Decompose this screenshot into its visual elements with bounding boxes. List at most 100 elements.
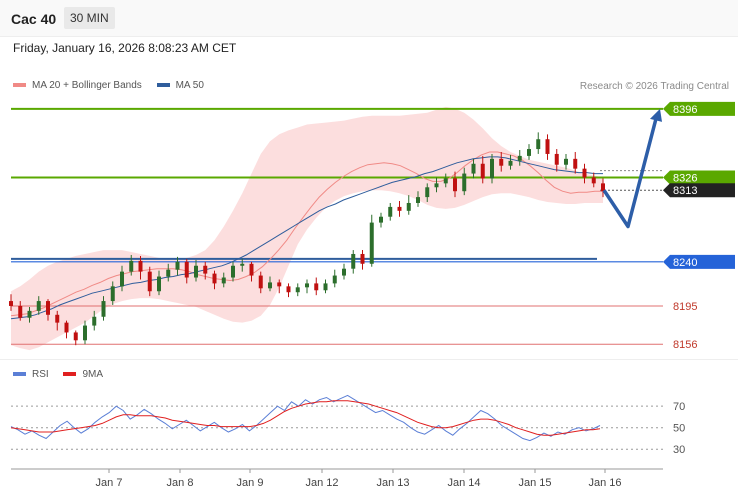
- candle-body: [323, 283, 328, 291]
- candle-body: [249, 263, 254, 276]
- level-tag-8396: [663, 101, 735, 116]
- candle-body: [545, 139, 550, 154]
- credit-text: Research © 2026 Trading Central: [579, 81, 729, 92]
- forecast-arrowhead: [650, 108, 662, 122]
- level-label-8326: 8326: [673, 172, 697, 184]
- candle-body: [443, 178, 448, 184]
- x-tick-label: Jan 15: [518, 477, 551, 489]
- legend-label-9ma: 9MA: [82, 369, 104, 380]
- timeframe-badge[interactable]: 30 MIN: [64, 7, 115, 29]
- legend-swatch-rsi: [13, 372, 26, 377]
- candle-body: [231, 265, 235, 278]
- x-tick-label: Jan 13: [376, 477, 409, 489]
- candle-body: [268, 282, 272, 289]
- candle-body: [221, 277, 226, 284]
- legend-ma50: MA 50: [156, 80, 204, 91]
- candle-body: [129, 260, 134, 272]
- candle-body: [379, 216, 383, 223]
- legend-swatch-ma20: [13, 83, 26, 88]
- candles-group: [9, 132, 605, 346]
- rsi-tick-50: 50: [673, 423, 685, 435]
- candle-body: [573, 158, 578, 169]
- candle-body: [360, 253, 365, 264]
- ma20-line: [10, 151, 603, 317]
- candle-body: [591, 177, 596, 184]
- candle-body: [462, 173, 467, 192]
- candle-body: [166, 269, 171, 277]
- candle-body: [258, 275, 263, 289]
- candle-body: [582, 168, 587, 178]
- candle-body: [9, 301, 13, 306]
- candle-body: [27, 310, 32, 318]
- level-label-8313: 8313: [673, 185, 697, 197]
- candle-body: [101, 301, 106, 317]
- level-label-8195: 8195: [673, 301, 697, 313]
- candle-body: [564, 158, 568, 165]
- level-tag-8313: [663, 183, 735, 198]
- candle-body: [286, 286, 291, 293]
- rsi-line: [10, 394, 601, 442]
- candle-body: [212, 273, 217, 284]
- candle-body: [490, 158, 494, 179]
- candle-body: [351, 253, 356, 269]
- panel-separator: [0, 359, 738, 360]
- x-tick-label: Jan 14: [447, 477, 480, 489]
- candle-body: [92, 316, 97, 326]
- candle-body: [18, 305, 23, 318]
- candle-body: [499, 158, 504, 166]
- level-label-8396: 8396: [673, 104, 697, 116]
- chart-header: Cac 40 30 MIN: [0, 0, 738, 37]
- candle-body: [240, 263, 245, 266]
- level-tag-8240: [663, 254, 735, 269]
- legend-ma20: MA 20 + Bollinger Bands: [13, 80, 142, 91]
- candle-body: [314, 283, 319, 291]
- ma50-line: [10, 156, 603, 320]
- candle-body: [73, 332, 78, 341]
- candle-body: [120, 271, 124, 287]
- rsi-tick-30: 30: [673, 444, 685, 456]
- legend-label-ma20: MA 20 + Bollinger Bands: [32, 80, 142, 91]
- legend-label-rsi: RSI: [32, 369, 49, 380]
- forecast-path: [602, 114, 659, 229]
- x-tick-label: Jan 8: [167, 477, 194, 489]
- candle-body: [416, 197, 420, 203]
- candle-body: [406, 202, 411, 211]
- candle-body: [508, 160, 513, 166]
- candle-body: [194, 265, 198, 278]
- price-legend: MA 20 + Bollinger Bands MA 50: [13, 80, 216, 91]
- legend-swatch-9ma: [63, 372, 77, 377]
- x-tick-label: Jan 7: [96, 477, 123, 489]
- candle-body: [434, 183, 439, 188]
- symbol-title: Cac 40: [11, 11, 57, 27]
- candle-body: [480, 163, 485, 179]
- rsi-tick-70: 70: [673, 401, 685, 413]
- x-tick-label: Jan 12: [305, 477, 338, 489]
- candle-body: [184, 261, 189, 278]
- candle-body: [138, 260, 143, 272]
- timestamp: Friday, January 16, 2026 8:08:23 AM CET: [13, 41, 237, 55]
- candle-body: [110, 286, 115, 302]
- candle-body: [397, 206, 402, 211]
- level-label-8240: 8240: [673, 257, 697, 269]
- candle-body: [453, 178, 457, 192]
- candle-body: [342, 268, 346, 276]
- candle-body: [332, 275, 337, 284]
- legend-label-ma50: MA 50: [175, 80, 204, 91]
- legend-9ma: 9MA: [63, 369, 103, 380]
- rsi-ma-line: [10, 400, 601, 436]
- level-label-8156: 8156: [673, 339, 697, 351]
- candle-body: [147, 271, 152, 292]
- x-tick-label: Jan 9: [237, 477, 264, 489]
- rsi-legend: RSI 9MA: [13, 369, 115, 380]
- candle-body: [83, 325, 87, 341]
- candle-body: [277, 282, 282, 287]
- candle-body: [471, 163, 476, 174]
- candle-body: [64, 322, 69, 333]
- candle-body: [425, 187, 430, 198]
- candle-body: [536, 139, 541, 150]
- candle-body: [554, 153, 559, 165]
- candle-body: [527, 149, 531, 156]
- candle-body: [369, 222, 374, 264]
- candle-body: [305, 283, 309, 288]
- legend-swatch-ma50: [156, 83, 170, 88]
